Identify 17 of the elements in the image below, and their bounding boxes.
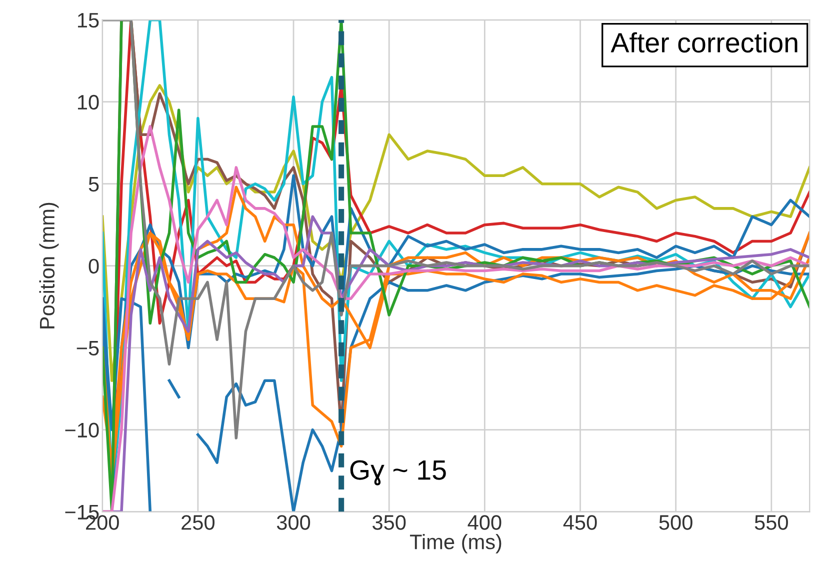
x-tick-label: 550	[754, 515, 788, 530]
annotation: After correction	[610, 32, 798, 53]
y-tick-label: 10	[78, 94, 99, 110]
x-tick-label: 450	[563, 515, 597, 530]
y-tick-label: −5	[76, 341, 99, 356]
x-tick-label: 500	[659, 515, 692, 530]
y-tick-label: 0	[88, 258, 99, 274]
y-axis-title: Position (mm)	[39, 202, 59, 328]
x-tick-label: 400	[468, 515, 502, 530]
x-tick-label: 350	[372, 515, 406, 530]
y-tick-label: 5	[88, 177, 99, 192]
x-tick-label: 250	[182, 515, 215, 530]
ref-line-label: Gɣ ~ 15	[350, 460, 446, 486]
x-axis-title: Time (ms)	[410, 534, 502, 554]
y-tick-label: −10	[65, 422, 99, 438]
x-tick-label: 300	[276, 515, 310, 530]
y-tick-label: 15	[78, 13, 99, 28]
